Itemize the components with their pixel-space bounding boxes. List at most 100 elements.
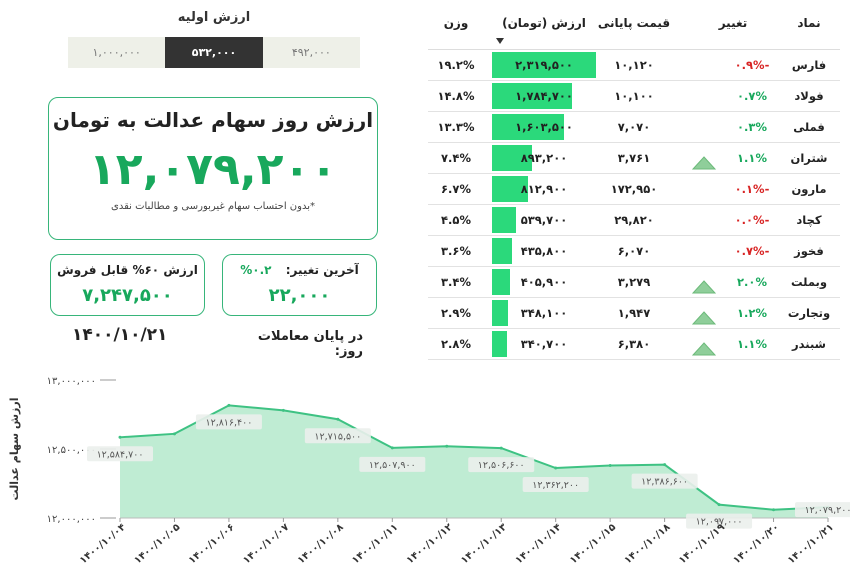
row-symbol: فارس [791,58,827,72]
initial-value-title: ارزش اولیه [177,10,251,25]
data-point [608,464,612,468]
point-label: ۱۲,۵۰۶,۶۰۰ [468,457,535,473]
row-value-cell: ۳۴۸,۱۰۰ [492,300,596,326]
y-axis-label: ارزش سهام عدالت [8,398,21,501]
row-value: ۲,۳۱۹,۵۰۰ [515,58,573,72]
row-change: ۰.۳% [737,120,767,134]
row-value: ۵۳۹,۷۰۰ [520,213,568,227]
y-tick-label: ۱۳,۰۰۰,۰۰۰ [47,376,96,387]
row-value-bar [492,52,596,78]
row-value-bar [492,83,573,109]
row-weight: ۶.۷% [441,182,471,196]
row-change: -۰.۰% [734,213,770,227]
up-arrow-icon [688,275,717,294]
table-row[interactable]: فملی ۰.۳% ۷,۰۷۰ ۱,۶۰۳,۵۰۰ ۱۳.۳% [428,112,840,143]
point-label-bg [795,502,850,518]
end-of-day-date: ۱۴۰۰/۱۰/۲۱ [72,325,168,345]
table-header: نماد تغییر قیمت پایانی ارزش (تومان) وزن [428,6,840,50]
row-price: ۶,۳۸۰ [617,337,651,351]
last-change-card: آخرین تغییر: ۰.۲% ۲۲,۰۰۰ [222,254,377,316]
row-weight: ۲.۹% [441,306,471,320]
initial-option-492000[interactable]: ۴۹۲,۰۰۰ [262,37,360,68]
row-weight: ۱۹.۲% [437,58,475,72]
point-label: ۱۲,۰۷۹,۲۰۰ [795,502,850,518]
y-tick-label: ۱۲,۰۰۰,۰۰۰ [47,514,96,525]
row-symbol: شبندر [792,337,826,351]
table-row[interactable]: فخوز -۰.۷% ۶,۰۷۰ ۴۳۵,۸۰۰ ۳.۶% [428,236,840,267]
row-weight: ۲.۸% [441,337,471,351]
row-value-bar [492,176,529,202]
header-weight[interactable]: وزن [443,16,469,30]
data-point [281,408,285,412]
row-change: ۰.۷% [737,89,767,103]
table-row[interactable]: فارس -۰.۹% ۱۰,۱۲۰ ۲,۳۱۹,۵۰۰ ۱۹.۲% [428,50,840,81]
sellable-card: ارزش ۶۰% قابل فروش ۷,۲۴۷,۵۰۰ [50,254,205,316]
table-row[interactable]: شتران ۱.۱% ۳,۷۶۱ ۸۹۳,۲۰۰ ۷.۴% [428,143,840,174]
table-row[interactable]: مارون -۰.۱% ۱۷۲,۹۵۰ ۸۱۲,۹۰۰ ۶.۷% [428,174,840,205]
row-change: ۱.۱% [737,337,767,351]
row-change: -۰.۹% [734,58,770,72]
data-point [390,446,394,450]
point-label-text: ۱۲,۳۶۲,۲۰۰ [532,480,579,491]
sort-descending-icon[interactable] [496,38,504,44]
up-arrow-icon [688,337,717,356]
initial-option-532000[interactable]: ۵۳۲,۰۰۰ [165,37,263,68]
table-row[interactable]: کچاد -۰.۰% ۲۹,۸۲۰ ۵۳۹,۷۰۰ ۴.۵% [428,205,840,236]
x-tick-label: ۱۴۰۰/۱۰/۰۴ [78,522,128,566]
sellable-value: ۷,۲۴۷,۵۰۰ [82,285,173,306]
row-symbol: فولاد [794,89,824,103]
header-value[interactable]: ارزش (تومان) [502,16,586,30]
x-tick-label: ۱۴۰۰/۱۰/۰۷ [241,522,291,566]
point-label: ۱۲,۵۸۴,۷۰۰ [87,446,153,462]
header-change[interactable]: تغییر [718,16,748,30]
point-label-text: ۱۲,۸۱۶,۴۰۰ [205,417,252,428]
row-value: ۸۹۳,۲۰۰ [520,151,568,165]
row-change: -۰.۱% [734,182,770,196]
header-price[interactable]: قیمت پایانی [597,16,671,30]
row-value-bar [492,238,512,264]
row-weight: ۷.۴% [441,151,471,165]
x-tick-label: ۱۴۰۰/۱۰/۱۵ [568,522,618,566]
up-arrow-icon [688,151,717,170]
row-value-cell: ۱,۶۰۳,۵۰۰ [492,114,596,140]
row-value-bar [492,269,511,295]
point-label-bg [195,414,262,430]
row-value: ۴۰۵,۹۰۰ [520,275,568,289]
point-label: ۱۲,۳۶۲,۲۰۰ [522,477,589,493]
data-point [227,403,231,407]
row-value: ۸۱۲,۹۰۰ [520,182,568,196]
table-row[interactable]: وتجارت ۱.۲% ۱,۹۴۷ ۳۴۸,۱۰۰ ۲.۹% [428,298,840,329]
initial-option-1000000[interactable]: ۱,۰۰۰,۰۰۰ [68,37,166,68]
row-price: ۱۰,۱۰۰ [614,89,654,103]
row-price: ۱,۹۴۷ [617,306,651,320]
row-value-cell: ۱,۷۸۴,۷۰۰ [492,83,596,109]
row-value-cell: ۴۳۵,۸۰۰ [492,238,596,264]
main-value-title: ارزش روز سهام عدالت به تومان [52,108,374,132]
data-point [499,446,503,450]
end-of-day-label: در پایان معاملات روز: [257,329,363,359]
header-symbol[interactable]: نماد [797,16,821,30]
row-change: ۲.۰% [737,275,767,289]
row-price: ۱۷۲,۹۵۰ [610,182,658,196]
table-row[interactable]: وبملت ۲.۰% ۳,۲۷۹ ۴۰۵,۹۰۰ ۳.۴% [428,267,840,298]
row-symbol: وبملت [790,275,828,289]
point-label-text: ۱۲,۵۰۶,۶۰۰ [478,460,525,471]
point-label-bg [631,473,698,489]
table-row[interactable]: شبندر ۱.۱% ۶,۳۸۰ ۳۴۰,۷۰۰ ۲.۸% [428,329,840,360]
holdings-table: نماد تغییر قیمت پایانی ارزش (تومان) وزن … [428,6,840,360]
row-change: ۱.۲% [737,306,767,320]
data-point [445,444,449,448]
row-value-cell: ۴۰۵,۹۰۰ [492,269,596,295]
value-history-chart: ۱۲,۰۰۰,۰۰۰ ۱۲,۵۰۰,۰۰۰ ۱۳,۰۰۰,۰۰۰ ارزش سهام … [8,376,850,566]
main-value-card: ارزش روز سهام عدالت به تومان ۱۲,۰۷۹,۲۰۰ … [48,97,378,240]
table-row[interactable]: فولاد ۰.۷% ۱۰,۱۰۰ ۱,۷۸۴,۷۰۰ ۱۴.۸% [428,81,840,112]
row-value-bar [492,114,564,140]
row-price: ۶,۰۷۰ [617,244,651,258]
row-price: ۲۹,۸۲۰ [614,213,654,227]
row-weight: ۱۴.۸% [437,89,475,103]
row-symbol: فملی [793,120,825,134]
row-value-cell: ۳۴۰,۷۰۰ [492,331,596,357]
up-arrow-icon [688,306,717,325]
row-value-bar [492,145,533,171]
x-tick-label: ۱۴۰۰/۱۰/۰۸ [296,522,346,566]
